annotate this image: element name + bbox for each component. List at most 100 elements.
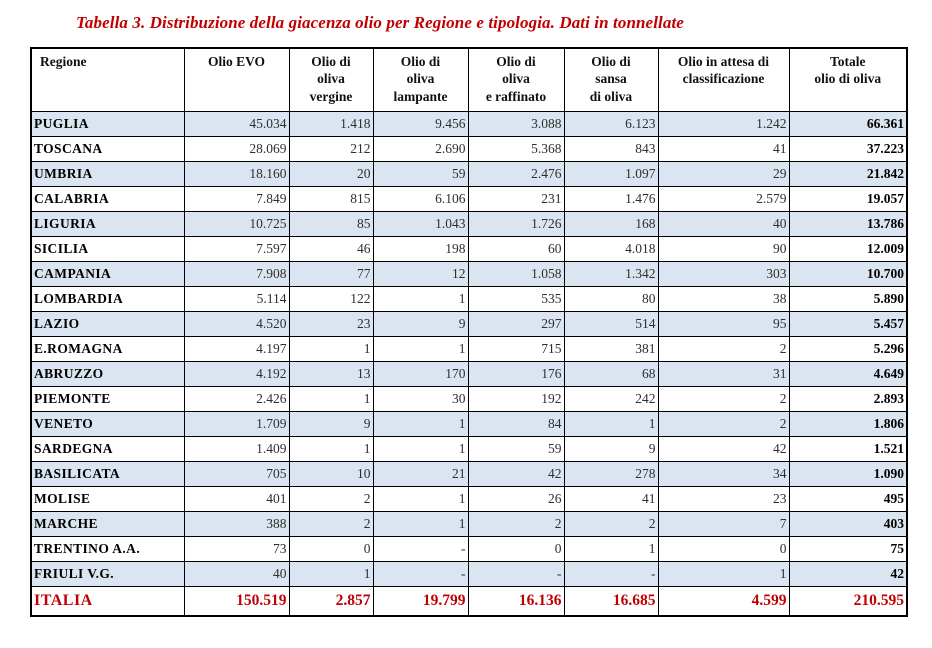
value-cell: 381 (563, 336, 659, 362)
region-name: SARDEGNA (30, 436, 185, 462)
value-cell: 278 (563, 461, 659, 487)
value-cell: 1.709 (183, 411, 290, 437)
column-header: Olio di oliva e raffinato (467, 47, 565, 112)
value-cell: 1 (372, 486, 469, 512)
value-cell: 297 (467, 311, 565, 337)
value-cell: 192 (467, 386, 565, 412)
value-cell: 1.342 (563, 261, 659, 287)
region-name: LOMBARDIA (30, 286, 185, 312)
region-name: MARCHE (30, 511, 185, 537)
value-cell: 815 (288, 186, 374, 212)
value-cell: 210.595 (788, 586, 908, 617)
value-cell: 2.579 (657, 186, 790, 212)
value-cell: 1 (563, 536, 659, 562)
table-header-row: Regione Olio EVO Olio di oliva vergine Olio… (30, 47, 908, 112)
value-cell: 1.521 (788, 436, 908, 462)
value-cell: 2 (657, 386, 790, 412)
table-row: TRENTINO A.A. 73 0-0 1 0 75 (30, 536, 908, 562)
value-cell: 2 (288, 486, 374, 512)
value-cell: 535 (467, 286, 565, 312)
table-body: PUGLIA 45.034 1.418 9.456 3.088 6.123 1.242 66.… (30, 111, 908, 617)
value-cell: 68 (563, 361, 659, 387)
region-name: CAMPANIA (30, 261, 185, 287)
value-cell: 2.426 (183, 386, 290, 412)
value-cell: 168 (563, 211, 659, 237)
value-cell: 403 (788, 511, 908, 537)
value-cell: 40 (183, 561, 290, 587)
value-cell: 2.857 (288, 586, 374, 617)
region-name: VENETO (30, 411, 185, 437)
value-cell: 198 (372, 236, 469, 262)
value-cell: 1.726 (467, 211, 565, 237)
value-cell: 715 (467, 336, 565, 362)
value-cell: 7.597 (183, 236, 290, 262)
value-cell: 2 (563, 511, 659, 537)
table-row: BASILICATA 705 10 21 42 278 34 1.090 (30, 461, 908, 487)
value-cell: 21 (372, 461, 469, 487)
value-cell: 46 (288, 236, 374, 262)
value-cell: 42 (788, 561, 908, 587)
value-cell: 0 (467, 536, 565, 562)
region-name: LAZIO (30, 311, 185, 337)
value-cell: 34 (657, 461, 790, 487)
table-row: CAMPANIA 7.908 77 12 1.058 1.342 303 10.700 (30, 261, 908, 287)
value-cell: 95 (657, 311, 790, 337)
value-cell: 1.476 (563, 186, 659, 212)
table-row: MOLISE 401 2 1 26 41 23 495 (30, 486, 908, 512)
value-cell: 231 (467, 186, 565, 212)
value-cell: 42 (467, 461, 565, 487)
region-name: FRIULI V.G. (30, 561, 185, 587)
value-cell: 10 (288, 461, 374, 487)
value-cell: 73 (183, 536, 290, 562)
value-cell: 495 (788, 486, 908, 512)
value-cell: 1.043 (372, 211, 469, 237)
value-cell: - (563, 561, 659, 587)
table-row: PIEMONTE 2.426 1 30 192 242 2 2.893 (30, 386, 908, 412)
column-header: Regione (30, 47, 185, 112)
value-cell: 2.893 (788, 386, 908, 412)
region-name: BASILICATA (30, 461, 185, 487)
oil-distribution-table: Regione Olio EVO Olio di oliva vergine Olio… (30, 47, 908, 617)
region-name: PUGLIA (30, 111, 185, 137)
value-cell: 23 (288, 311, 374, 337)
value-cell: 37.223 (788, 136, 908, 162)
value-cell: 1 (372, 286, 469, 312)
column-header: Olio in attesa di classificazione (657, 47, 790, 112)
value-cell: 13 (288, 361, 374, 387)
value-cell: 31 (657, 361, 790, 387)
value-cell: 9 (563, 436, 659, 462)
value-cell: 4.018 (563, 236, 659, 262)
value-cell: 1.242 (657, 111, 790, 137)
value-cell: 19.799 (372, 586, 469, 617)
value-cell: 30 (372, 386, 469, 412)
value-cell: 7.849 (183, 186, 290, 212)
value-cell: 5.368 (467, 136, 565, 162)
value-cell: 1 (372, 411, 469, 437)
value-cell: 5.296 (788, 336, 908, 362)
value-cell: 19.057 (788, 186, 908, 212)
region-name: TRENTINO A.A. (30, 536, 185, 562)
value-cell: 1.806 (788, 411, 908, 437)
value-cell: 42 (657, 436, 790, 462)
value-cell: 80 (563, 286, 659, 312)
value-cell: 212 (288, 136, 374, 162)
value-cell: 1.097 (563, 161, 659, 187)
table-row: SICILIA 7.597 46 198 60 4.018 90 12.009 (30, 236, 908, 262)
value-cell: 150.519 (183, 586, 290, 617)
value-cell: 2.690 (372, 136, 469, 162)
value-cell: 170 (372, 361, 469, 387)
region-name: SICILIA (30, 236, 185, 262)
value-cell: 3.088 (467, 111, 565, 137)
value-cell: 85 (288, 211, 374, 237)
value-cell: 23 (657, 486, 790, 512)
value-cell: 41 (657, 136, 790, 162)
value-cell: 0 (288, 536, 374, 562)
value-cell: 705 (183, 461, 290, 487)
table-row: CALABRIA 7.849 815 6.106 231 1.476 2.579 19.057 (30, 186, 908, 212)
value-cell: - (467, 561, 565, 587)
region-name: ITALIA (30, 586, 185, 617)
value-cell: 388 (183, 511, 290, 537)
value-cell: 2.476 (467, 161, 565, 187)
value-cell: 18.160 (183, 161, 290, 187)
value-cell: 4.197 (183, 336, 290, 362)
